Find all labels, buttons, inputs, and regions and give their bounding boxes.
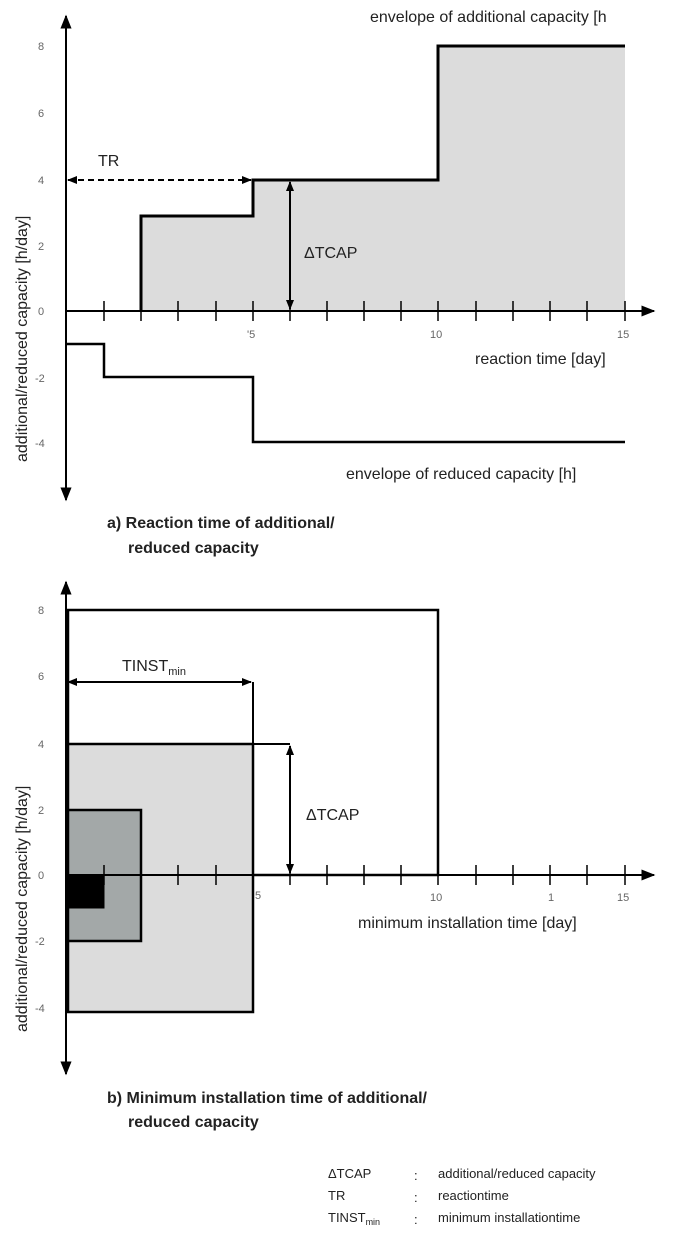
y-tick-b-neg2: -2 [35,936,45,948]
legend: ΔTCAP : additional/reduced capacity TR :… [328,1166,596,1227]
caption-b-line1: b) Minimum installation time of addition… [107,1090,428,1107]
legend-desc-dtcap: additional/reduced capacity [438,1166,596,1181]
x-tick-a-10: 10 [430,329,442,341]
additional-capacity-envelope [139,44,625,311]
x-tick-b-5: 5 [255,890,261,902]
tinst-label: TINSTmin [122,658,186,678]
x-tick-a-5: '5 [247,329,255,341]
legend-sep-tinst: : [414,1212,418,1227]
y-tick-b-6: 6 [38,671,44,683]
additional-capacity-area [141,46,625,311]
y-tick-a-2: 2 [38,241,44,253]
legend-abbr-tr: TR [328,1188,345,1203]
envelope-reduced-label: envelope of reduced capacity [h] [346,466,576,483]
reduced-capacity-envelope [66,342,625,444]
legend-tinst-subscript: min [366,1217,381,1227]
x-tick-marks-b [103,865,626,885]
tr-label: TR [98,153,119,170]
rect-dark-1 [67,874,105,909]
legend-sep-dtcap: : [414,1168,418,1183]
x-tick-b-10: 10 [430,892,442,904]
y-tick-b-2: 2 [38,805,44,817]
x-tick-b-1: 1 [548,892,554,904]
y-tick-b-4: 4 [38,739,44,751]
legend-abbr-tinst: TINSTmin [328,1210,380,1227]
caption-a-line2: reduced capacity [128,540,259,557]
y-tick-a-4: 4 [38,175,44,187]
x-tick-a-15: 15 [617,329,629,341]
y-tick-a-neg2: -2 [35,373,45,385]
tinst-subscript: min [168,666,186,678]
caption-a-line1: a) Reaction time of additional/ [107,515,335,532]
y-tick-b-0: 0 [38,870,44,882]
envelope-additional-label: envelope of additional capacity [h [370,9,607,26]
dtcap-label-a: ΔTCAP [304,245,357,262]
y-tick-a-6: 6 [38,108,44,120]
panel-a: 8 6 4 2 0 -2 -4 '5 10 15 TR ΔTCAP envelo… [14,9,656,557]
dtcap-label-b: ΔTCAP [306,807,359,824]
x-axis-label-a: reaction time [day] [475,351,606,368]
legend-desc-tr: reactiontime [438,1188,509,1203]
y-tick-a-8: 8 [38,41,44,53]
legend-abbr-dtcap: ΔTCAP [328,1166,371,1181]
y-tick-b-8: 8 [38,605,44,617]
x-tick-b-15: 15 [617,892,629,904]
y-axis-label-b: additional/reduced capacity [h/day] [14,786,31,1032]
y-tick-b-neg4: -4 [35,1003,45,1015]
legend-desc-tinst: minimum installationtime [438,1210,580,1225]
y-axis-label-a: additional/reduced capacity [h/day] [14,216,31,462]
y-tick-a-neg4: -4 [35,438,45,450]
y-tick-a-0: 0 [38,306,44,318]
caption-b-line2: reduced capacity [128,1114,259,1131]
legend-sep-tr: : [414,1190,418,1205]
x-axis-label-b: minimum installation time [day] [358,915,577,932]
panel-b: 8 6 4 2 0 -2 -4 5 10 1 15 TINSTmin ΔTCAP… [14,580,656,1131]
